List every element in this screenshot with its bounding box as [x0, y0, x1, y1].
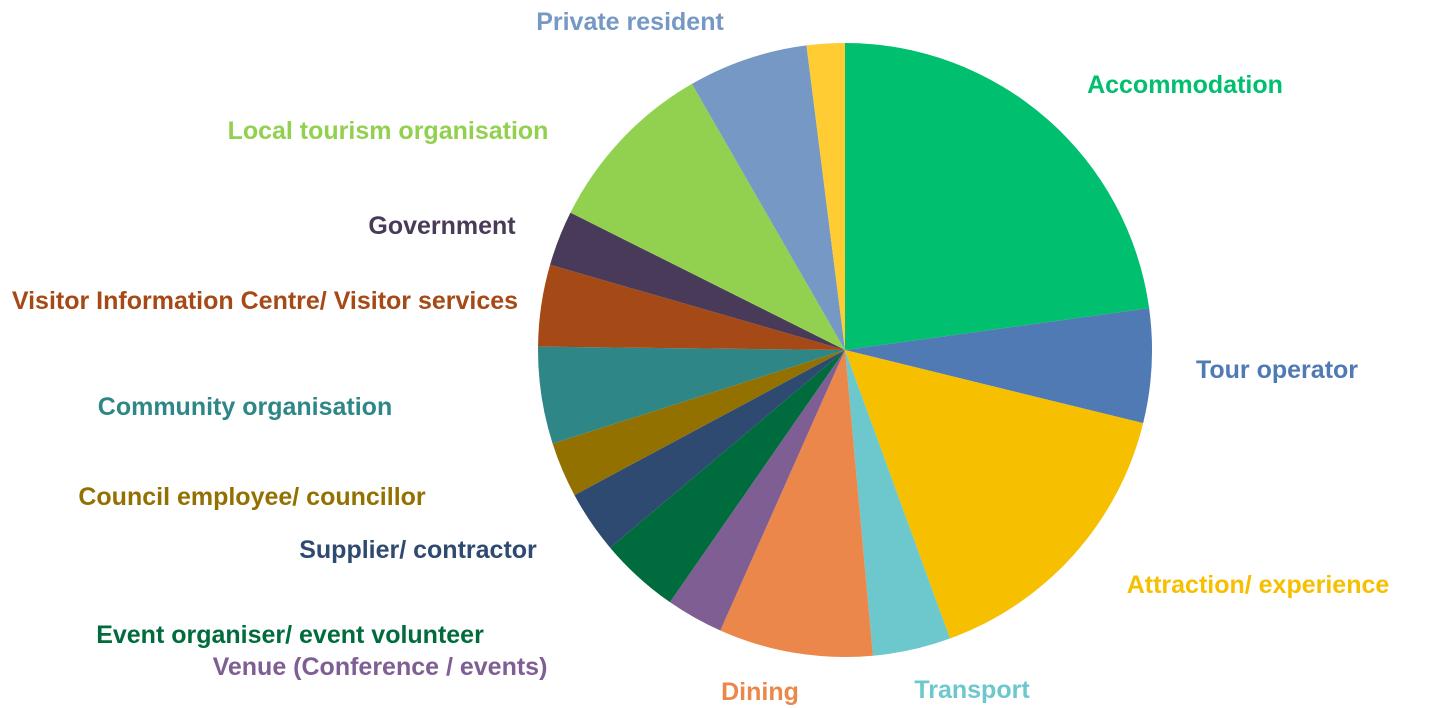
- slice-label: Visitor Information Centre/ Visitor serv…: [11, 287, 519, 315]
- pie-slice: [845, 350, 951, 656]
- pie-slice: [552, 350, 845, 496]
- pie-slice: [669, 350, 845, 631]
- slice-label: Dining: [721, 678, 799, 706]
- pie-slice: [691, 45, 845, 350]
- pie-slice: [538, 346, 845, 444]
- slice-label: Community organisation: [97, 393, 393, 421]
- slice-label: Event organiser/ event volunteer: [96, 621, 484, 649]
- slice-label: Local tourism organisation: [227, 117, 549, 145]
- pie-slice: [845, 43, 1150, 350]
- slice-label: Transport: [914, 676, 1030, 704]
- slice-label: Accommodation: [1087, 71, 1283, 99]
- pie-slice: [570, 83, 845, 351]
- pie-slice: [806, 43, 845, 350]
- pie-slice: [610, 350, 845, 603]
- slice-label: Supplier/ contractor: [299, 536, 537, 564]
- slice-label: Venue (Conference / events): [212, 653, 548, 681]
- slice-label: Tour operator: [1195, 356, 1359, 384]
- pie-slice: [574, 350, 845, 548]
- slice-label: Council employee/ councillor: [78, 483, 426, 511]
- pie-slice: [720, 350, 873, 657]
- pie-slice: [538, 264, 845, 350]
- slice-label: Government: [368, 212, 516, 240]
- pie-slice: [550, 212, 845, 350]
- slice-label: Attraction/ experience: [1126, 571, 1390, 599]
- pie-slice: [845, 350, 1144, 639]
- pie-slice: [845, 308, 1152, 424]
- slice-label: Private resident: [536, 8, 724, 36]
